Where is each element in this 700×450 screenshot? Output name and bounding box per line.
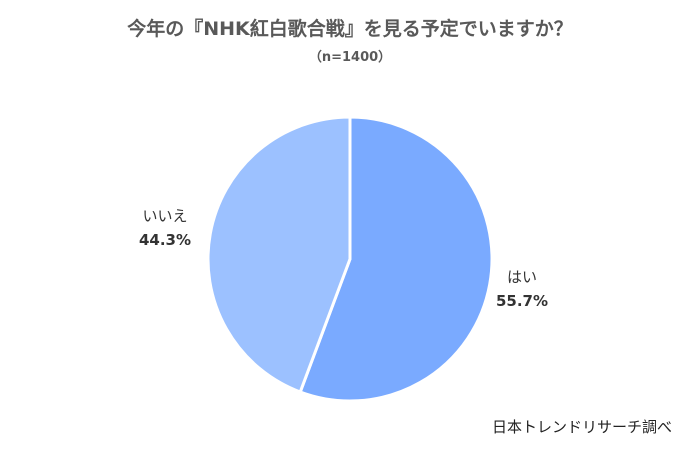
- slice-value-no: 44.3%: [139, 231, 191, 249]
- source-credit: 日本トレンドリサーチ調べ: [491, 418, 672, 436]
- slice-label-yes: はい: [507, 268, 537, 286]
- pie-slice-yes: [298, 115, 494, 403]
- slice-value-yes: 55.7%: [496, 292, 548, 310]
- chart-title: 今年の『NHK紅白歌合戦』を見る予定でいますか？: [127, 18, 573, 40]
- chart-subtitle: （n=1400）: [308, 50, 392, 65]
- slice-label-no: いいえ: [142, 207, 187, 225]
- pie-slice-no: [206, 115, 352, 394]
